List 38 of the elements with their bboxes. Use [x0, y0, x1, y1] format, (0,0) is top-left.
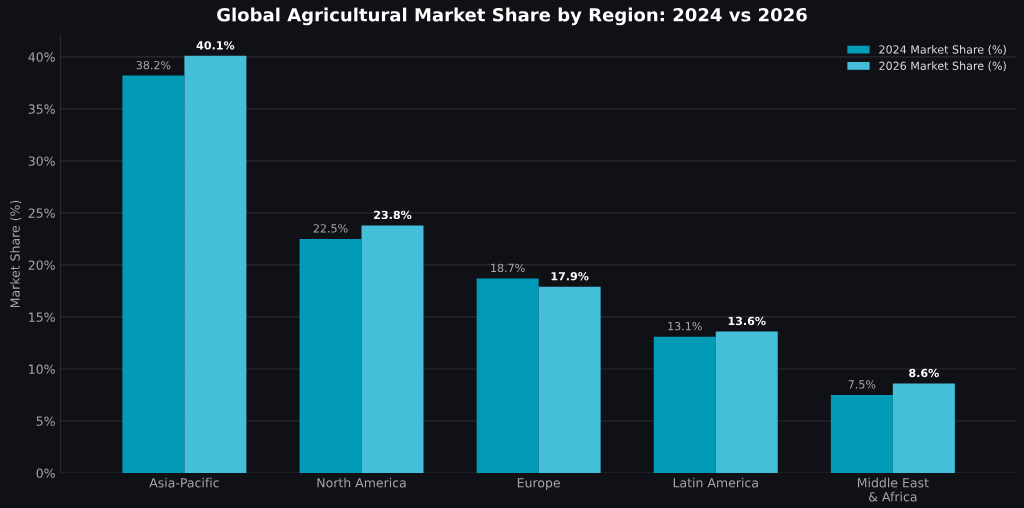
y-tick-label: 5% — [36, 416, 55, 426]
y-tick-label: 30% — [28, 156, 55, 166]
x-tick-label: North America — [317, 477, 406, 488]
bar — [892, 383, 955, 473]
data-label: 22.5% — [313, 224, 348, 233]
data-label: 13.6% — [728, 316, 766, 326]
bar — [184, 55, 247, 473]
y-tick-label: 10% — [29, 364, 55, 374]
x-tick-label: Europe — [517, 478, 560, 490]
legend-label: 2026 Market Share (%) — [879, 61, 1006, 72]
x-tick-label: Asia-Pacific — [149, 477, 219, 488]
y-tick-label: 20% — [28, 260, 55, 270]
data-label: 18.7% — [491, 263, 525, 273]
x-tick-label: Latin America — [673, 477, 758, 488]
data-label: 23.8% — [374, 210, 412, 220]
y-tick-label: 15% — [29, 312, 55, 322]
data-label: 38.2% — [136, 60, 171, 70]
bar — [538, 286, 601, 473]
bar — [830, 394, 893, 473]
bar — [122, 75, 185, 473]
data-label: 8.6% — [909, 368, 939, 378]
y-tick-label: 25% — [28, 208, 55, 218]
legend-label: 2024 Market Share (%) — [879, 45, 1006, 55]
bar — [299, 238, 362, 473]
data-label: 7.5% — [848, 380, 876, 389]
chart-title: Global Agricultural Market Share by Region: 2024 vs 2026 — [217, 7, 807, 26]
y-axis-title: Market Share (%) — [10, 200, 22, 308]
data-label: 40.1% — [196, 41, 235, 50]
bar — [361, 225, 424, 473]
data-label: 17.9% — [551, 272, 589, 281]
x-tick-label: Middle East & Africa — [857, 477, 929, 502]
y-tick-label: 35% — [28, 104, 55, 114]
data-label: 13.1% — [668, 321, 702, 331]
bar — [476, 278, 539, 473]
y-tick-label: 0% — [36, 468, 55, 478]
y-tick-label: 40% — [28, 52, 55, 62]
bar — [653, 336, 716, 473]
bar — [715, 331, 778, 473]
